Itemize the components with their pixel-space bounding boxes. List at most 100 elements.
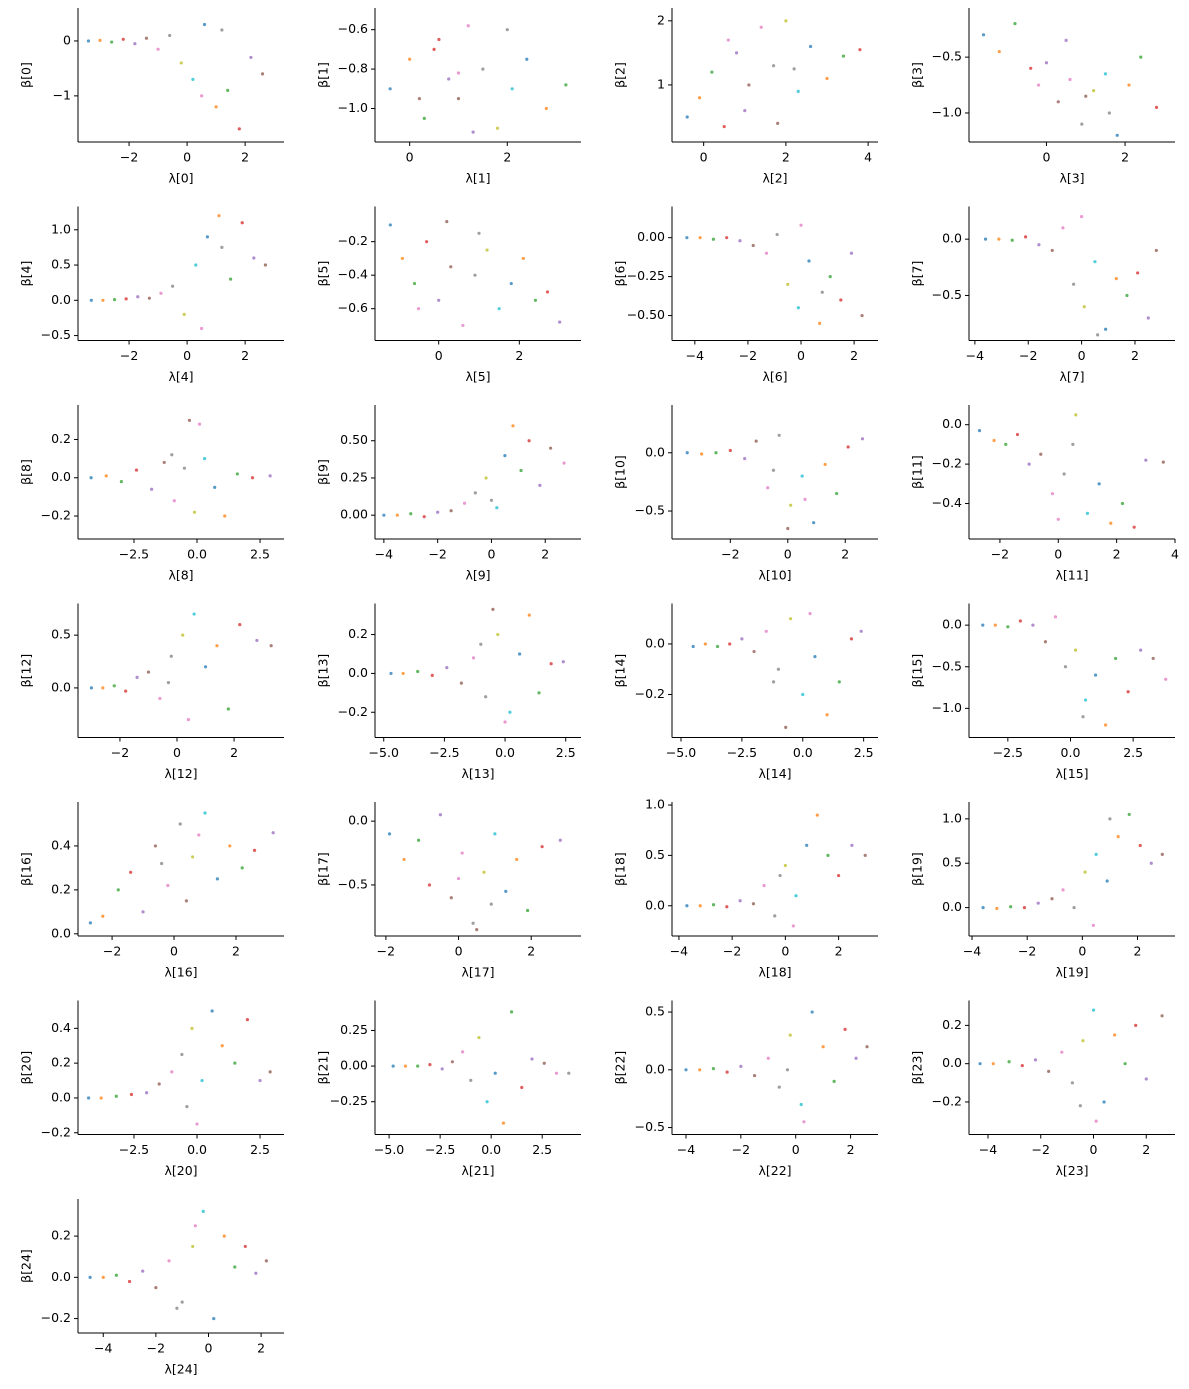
point	[268, 474, 272, 478]
y-tick-label: 1.0	[645, 797, 665, 812]
y-tick-label: −0.25	[330, 1093, 368, 1108]
point	[150, 487, 154, 491]
point	[182, 466, 187, 470]
point	[445, 219, 449, 224]
point	[983, 237, 988, 241]
point	[788, 617, 793, 621]
x-axis-label: λ[23]	[1055, 1163, 1088, 1178]
point	[711, 237, 716, 241]
point	[86, 39, 91, 43]
point	[1139, 648, 1143, 652]
x-tick-label: 0	[792, 1142, 800, 1157]
point	[192, 510, 197, 514]
point	[991, 1062, 995, 1066]
y-tick-label: −0.6	[338, 21, 368, 36]
point	[800, 474, 804, 478]
point	[495, 126, 500, 130]
x-tick-label: 2	[257, 1341, 265, 1356]
x-tick-label: −2.5	[119, 547, 149, 562]
point	[1138, 843, 1142, 848]
x-tick-label: 2.5	[532, 1142, 552, 1157]
y-tick-label: 0.0	[51, 925, 71, 940]
x-axis-label: λ[4]	[168, 369, 193, 384]
point	[172, 499, 176, 503]
y-tick-label: 0.25	[340, 469, 368, 484]
point	[210, 1009, 214, 1013]
point	[519, 468, 523, 473]
point	[422, 515, 426, 519]
point	[685, 904, 689, 908]
x-tick-label: 2	[1113, 547, 1121, 562]
y-tick-label: 0.0	[51, 1269, 71, 1284]
y-axis-label: β[23]	[910, 1051, 925, 1085]
y-tick-label: 0.00	[637, 229, 665, 244]
y-tick-label: −1.0	[338, 100, 368, 115]
y-tick-label: −0.5	[635, 1119, 665, 1134]
point	[1136, 271, 1140, 275]
point	[1134, 1023, 1138, 1027]
y-axis-label: β[9]	[316, 459, 331, 485]
point	[544, 106, 548, 111]
x-tick-label: 0	[1078, 944, 1086, 959]
point	[159, 291, 163, 295]
point	[473, 491, 477, 495]
point	[112, 297, 117, 302]
point	[179, 61, 183, 65]
point	[1050, 492, 1055, 496]
x-axis-label: λ[3]	[1059, 171, 1084, 186]
x-axis-label: λ[18]	[758, 965, 791, 980]
point	[167, 1259, 171, 1263]
point	[146, 670, 151, 674]
point	[1009, 905, 1013, 909]
x-tick-label: 2	[1131, 348, 1139, 363]
point	[255, 638, 259, 643]
point	[734, 51, 739, 55]
point	[1144, 1077, 1148, 1081]
point	[509, 1010, 514, 1014]
point	[791, 924, 795, 928]
x-axis-label: λ[24]	[164, 1362, 197, 1377]
point	[409, 512, 413, 516]
point	[1004, 442, 1008, 447]
point	[493, 832, 497, 836]
point	[401, 671, 405, 676]
point	[1082, 305, 1086, 309]
x-tick-label: −4	[963, 944, 981, 959]
point	[738, 239, 742, 243]
y-axis-label: β[15]	[910, 654, 925, 688]
point	[129, 1092, 134, 1097]
y-axis-label: β[6]	[613, 261, 628, 287]
point	[449, 509, 453, 513]
point	[835, 491, 839, 496]
point	[992, 438, 996, 443]
point	[1160, 852, 1164, 856]
point	[88, 921, 92, 925]
x-tick-label: 2	[847, 1142, 855, 1157]
y-tick-label: 0.5	[645, 1004, 665, 1019]
point	[466, 24, 470, 28]
point	[168, 33, 172, 38]
x-tick-label: −2	[1032, 1142, 1050, 1157]
x-tick-label: 2	[1142, 1142, 1150, 1157]
y-tick-label: −0.2	[338, 704, 368, 719]
point	[715, 644, 720, 649]
point	[807, 259, 811, 263]
point	[1080, 122, 1084, 126]
x-tick-label: 4	[1171, 547, 1179, 562]
point	[799, 1102, 803, 1107]
point	[789, 503, 793, 507]
point	[863, 853, 867, 857]
point	[202, 457, 207, 461]
y-axis-label: β[5]	[316, 261, 331, 287]
point	[489, 498, 494, 502]
point	[477, 231, 481, 235]
point	[981, 33, 986, 37]
point	[505, 28, 509, 32]
y-tick-label: 0.0	[942, 231, 962, 246]
point	[739, 1064, 743, 1068]
point	[215, 644, 219, 648]
x-axis-label: λ[20]	[164, 1163, 197, 1178]
point	[1096, 333, 1100, 337]
point	[1083, 870, 1087, 874]
point	[166, 681, 171, 685]
